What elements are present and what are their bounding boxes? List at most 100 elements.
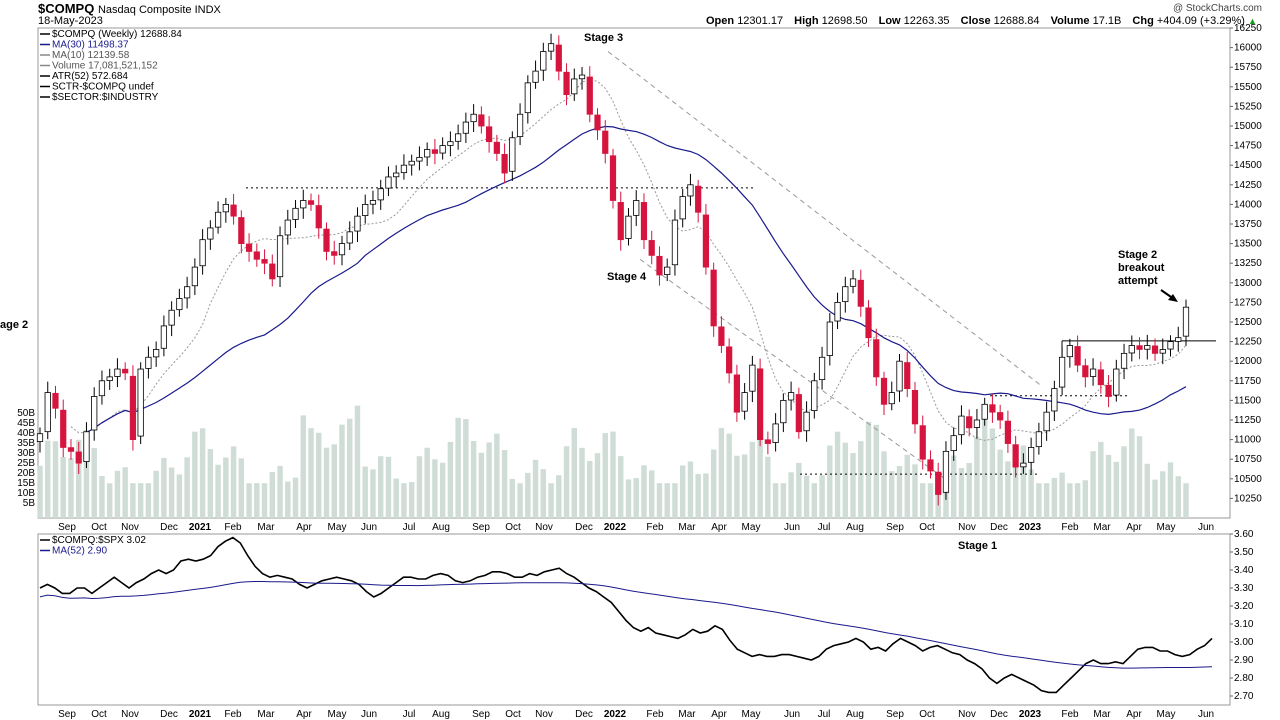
volume-bar (850, 453, 856, 518)
candlestick (811, 372, 818, 419)
volume-bar (927, 483, 934, 518)
lower-x-tick-label: Sep (886, 709, 904, 720)
ma30-path (86, 125, 1187, 434)
candlestick (594, 108, 601, 140)
volume-bar (91, 448, 97, 518)
volume-bar (486, 442, 492, 518)
ma30-line (86, 125, 1187, 434)
candlestick (1159, 338, 1166, 365)
candlestick (718, 316, 725, 354)
candlestick (1151, 338, 1159, 361)
volume-bar (819, 475, 825, 518)
close-label: Close (960, 15, 991, 27)
lower-x-tick-label: Feb (646, 709, 664, 720)
y-tick-label: 15500 (1234, 82, 1262, 93)
volume-bar (1074, 483, 1081, 518)
panel-frames (37, 27, 1231, 706)
x-tick-label: Dec (575, 522, 593, 533)
candlestick (586, 66, 593, 123)
volume-bar (532, 459, 539, 518)
candlestick (331, 240, 338, 265)
candlestick (439, 137, 446, 160)
candlestick (865, 300, 872, 347)
y-tick-label: 14000 (1234, 199, 1262, 210)
y-tick-label: 11250 (1234, 415, 1262, 426)
lower-x-tick-label: Oct (505, 709, 521, 720)
volume-bar (679, 465, 686, 518)
volume-bar (362, 466, 368, 518)
volume-bar (1129, 428, 1135, 518)
legend-entry: ATR(52) 572.684 (52, 71, 128, 82)
chart-symbol: $COMPQ Nasdaq Composite INDX (38, 1, 221, 16)
candlestick (137, 362, 144, 445)
candlestick (795, 387, 802, 439)
volume-bar (889, 471, 895, 518)
candlestick (958, 405, 965, 445)
x-tick-label: Nov (121, 522, 139, 533)
candlestick (493, 134, 500, 161)
volume-bar (277, 465, 283, 518)
candlestick (1012, 435, 1019, 478)
y-tick-label: 13250 (1234, 258, 1262, 269)
volume-bar (912, 464, 918, 518)
volume-bar (687, 461, 694, 518)
y-tick-label: 15000 (1234, 121, 1262, 132)
volume-bar (215, 464, 221, 518)
candlestick (702, 204, 710, 275)
volume-bar (1167, 462, 1174, 518)
lower-y-tick-label: 3.30 (1234, 583, 1254, 594)
candlestick (393, 165, 400, 188)
volume-bar (254, 483, 260, 518)
x-tick-label: May (1157, 522, 1176, 533)
y-tick-label: 14500 (1234, 160, 1262, 171)
lower-panel-frame (37, 533, 1231, 706)
volume-bars (37, 405, 1189, 518)
volume-bar (424, 447, 430, 518)
lower-x-tick-label: Sep (58, 709, 76, 720)
volume-bar (873, 424, 879, 518)
y-tick-label: 12250 (1234, 337, 1262, 348)
candlestick (1120, 343, 1128, 380)
candlestick (842, 276, 849, 313)
lower-x-tick-label: Nov (535, 709, 553, 720)
y-tick-label: 10750 (1234, 454, 1262, 465)
candlestick (950, 427, 957, 461)
annotation-stage3: Stage 3 (584, 32, 623, 44)
candlestick (284, 209, 291, 245)
x-tick-label: Apr (296, 522, 312, 533)
candlestick (1144, 334, 1151, 360)
volume-bar (780, 483, 787, 518)
volume-bar (803, 475, 810, 518)
volume-bar (649, 470, 655, 518)
volume-bar (347, 418, 353, 518)
candlestick (656, 246, 663, 286)
lower-x-tick-label: Dec (990, 709, 1008, 720)
x-tick-label: Apr (1126, 522, 1142, 533)
candlestick (153, 341, 160, 367)
candlestick (485, 116, 493, 153)
x-tick-label: 2023 (1019, 522, 1042, 533)
candlestick (803, 401, 810, 442)
candlestick (230, 194, 237, 225)
candlestick (184, 276, 191, 309)
volume-bar (331, 444, 337, 518)
volume-tick-label: 40B (17, 428, 35, 439)
y-tick-label: 16250 (1234, 23, 1262, 34)
y-tick-label: 13750 (1234, 219, 1262, 230)
volume-bar (83, 429, 90, 518)
candlestick (354, 207, 361, 243)
volume-bar (416, 456, 423, 518)
x-tick-label: Feb (1061, 522, 1079, 533)
lower-y-tick-label: 2.80 (1234, 673, 1254, 684)
candlestick (571, 68, 578, 101)
candlestick (726, 338, 733, 384)
annotation-stage4: Stage 4 (607, 271, 647, 283)
volume-bar (494, 433, 500, 518)
y-tick-label: 16000 (1234, 43, 1262, 54)
volume-bar (114, 470, 121, 518)
y-tick-label: 13000 (1234, 278, 1262, 289)
candlestick (935, 462, 942, 506)
candlestick (408, 154, 415, 176)
volume-tick-label: 45B (17, 418, 35, 429)
x-tick-label: Aug (846, 522, 864, 533)
